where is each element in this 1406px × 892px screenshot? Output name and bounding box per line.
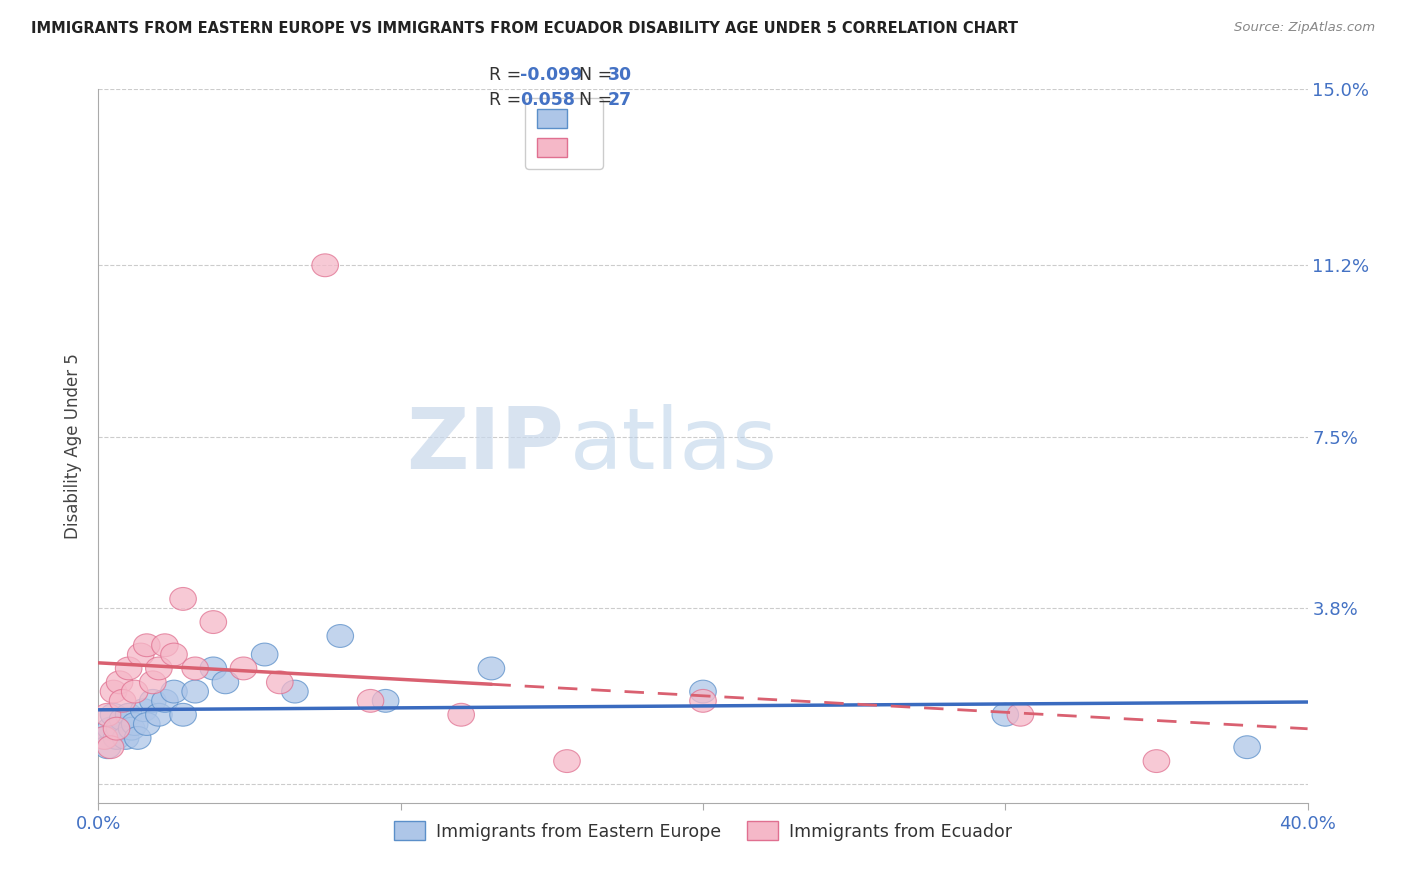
Ellipse shape xyxy=(94,703,121,726)
Ellipse shape xyxy=(100,703,127,726)
Ellipse shape xyxy=(134,634,160,657)
Ellipse shape xyxy=(554,749,581,772)
Ellipse shape xyxy=(121,681,148,703)
Ellipse shape xyxy=(110,708,136,731)
Ellipse shape xyxy=(100,681,127,703)
Y-axis label: Disability Age Under 5: Disability Age Under 5 xyxy=(65,353,83,539)
Ellipse shape xyxy=(170,588,197,610)
Ellipse shape xyxy=(131,698,157,722)
Ellipse shape xyxy=(267,671,292,694)
Ellipse shape xyxy=(91,726,118,749)
Ellipse shape xyxy=(328,624,353,648)
Ellipse shape xyxy=(281,681,308,703)
Ellipse shape xyxy=(128,643,155,666)
Ellipse shape xyxy=(170,703,197,726)
Text: Source: ZipAtlas.com: Source: ZipAtlas.com xyxy=(1234,21,1375,35)
Ellipse shape xyxy=(103,717,129,740)
Text: R =: R = xyxy=(489,66,522,84)
Ellipse shape xyxy=(312,254,339,277)
Ellipse shape xyxy=(139,671,166,694)
Ellipse shape xyxy=(97,717,124,740)
Ellipse shape xyxy=(91,726,118,749)
Text: ZIP: ZIP xyxy=(406,404,564,488)
Ellipse shape xyxy=(200,657,226,680)
Text: N =: N = xyxy=(579,91,613,109)
Ellipse shape xyxy=(181,657,208,680)
Ellipse shape xyxy=(97,736,124,758)
Ellipse shape xyxy=(115,703,142,726)
Ellipse shape xyxy=(690,690,716,713)
Ellipse shape xyxy=(146,703,172,726)
Ellipse shape xyxy=(160,681,187,703)
Ellipse shape xyxy=(252,643,278,666)
Ellipse shape xyxy=(107,717,134,740)
Ellipse shape xyxy=(1143,749,1170,772)
Ellipse shape xyxy=(94,736,121,758)
Ellipse shape xyxy=(134,713,160,735)
Ellipse shape xyxy=(181,681,208,703)
Legend: Immigrants from Eastern Europe, Immigrants from Ecuador: Immigrants from Eastern Europe, Immigran… xyxy=(387,814,1019,847)
Ellipse shape xyxy=(1007,703,1033,726)
Text: IMMIGRANTS FROM EASTERN EUROPE VS IMMIGRANTS FROM ECUADOR DISABILITY AGE UNDER 5: IMMIGRANTS FROM EASTERN EUROPE VS IMMIGR… xyxy=(31,21,1018,37)
Ellipse shape xyxy=(152,690,179,713)
Ellipse shape xyxy=(231,657,257,680)
Ellipse shape xyxy=(124,726,150,749)
Ellipse shape xyxy=(112,726,139,749)
Text: 30: 30 xyxy=(607,66,631,84)
Ellipse shape xyxy=(200,611,226,633)
Ellipse shape xyxy=(357,690,384,713)
Text: 0.058: 0.058 xyxy=(520,91,575,109)
Text: R =: R = xyxy=(489,91,522,109)
Ellipse shape xyxy=(373,690,399,713)
Text: -0.099: -0.099 xyxy=(520,66,582,84)
Ellipse shape xyxy=(1234,736,1260,758)
Ellipse shape xyxy=(115,657,142,680)
Ellipse shape xyxy=(107,671,134,694)
Text: 27: 27 xyxy=(607,91,631,109)
Ellipse shape xyxy=(152,634,179,657)
Ellipse shape xyxy=(478,657,505,680)
Ellipse shape xyxy=(449,703,474,726)
Ellipse shape xyxy=(160,643,187,666)
Ellipse shape xyxy=(139,690,166,713)
Text: atlas: atlas xyxy=(569,404,778,488)
Ellipse shape xyxy=(993,703,1018,726)
Ellipse shape xyxy=(110,690,136,713)
Ellipse shape xyxy=(146,657,172,680)
Ellipse shape xyxy=(103,726,129,749)
Ellipse shape xyxy=(690,681,716,703)
Text: N =: N = xyxy=(579,66,613,84)
Ellipse shape xyxy=(212,671,239,694)
Ellipse shape xyxy=(118,717,145,740)
Ellipse shape xyxy=(121,713,148,735)
